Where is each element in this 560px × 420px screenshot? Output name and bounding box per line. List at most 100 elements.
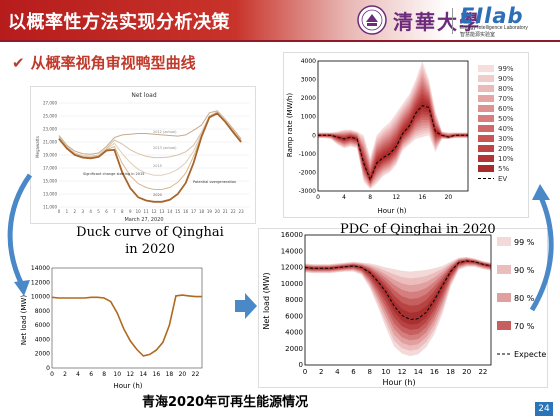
x-tick-label: 4 <box>342 194 346 201</box>
x-tick-label: 7 <box>113 209 116 214</box>
x-tick-label: 2 <box>63 371 67 378</box>
lab-logo-subtitle-cn: 智慧能源实验室 <box>460 32 496 38</box>
y-tick-label: 2000 <box>285 345 303 353</box>
legend-swatch <box>478 105 494 112</box>
x-tick-label: 18 <box>199 209 205 214</box>
x-tick-label: 6 <box>105 209 108 214</box>
x-tick-label: 10 <box>113 371 121 378</box>
legend-swatch <box>478 165 494 172</box>
annotation-label: 2013 (actual) <box>153 146 177 150</box>
x-tick-label: 23 <box>239 209 245 214</box>
y-tick-label: -1000 <box>299 151 317 158</box>
subtitle-text: 从概率视角审视鸭型曲线 <box>30 54 196 72</box>
x-tick-label: 2 <box>74 209 77 214</box>
y-tick-label: 12000 <box>281 264 303 272</box>
annotation-label: 2015 <box>153 164 162 168</box>
x-tick-label: 8 <box>367 368 371 376</box>
probability-band <box>318 97 468 182</box>
y-tick-label: 25,000 <box>43 114 57 119</box>
legend-swatch <box>478 85 494 92</box>
x-tick-label: 0 <box>50 371 54 378</box>
y-tick-label: 0 <box>312 132 316 139</box>
y-tick-label: 0 <box>299 361 303 369</box>
x-axis-label: March 27, 2020 <box>124 217 163 223</box>
y-tick-label: 21,000 <box>43 140 57 145</box>
y-tick-label: 1000 <box>301 114 316 121</box>
legend-swatch <box>478 145 494 152</box>
y-tick-label: 4000 <box>35 336 50 343</box>
legend-label: 70% <box>498 95 514 103</box>
lab-logo: EIlab Energy Intelligence Laboratory 智慧能… <box>460 4 528 38</box>
x-tick-label: 14 <box>167 209 173 214</box>
middle-arrow-icon <box>235 293 257 319</box>
x-tick-label: 15 <box>175 209 181 214</box>
y-tick-label: 4000 <box>285 329 303 337</box>
net-load-line <box>51 294 202 357</box>
x-tick-label: 0 <box>58 209 61 214</box>
x-tick-label: 11 <box>144 209 150 214</box>
qinghai-pdc-svg: 0 2000 4000 6000 8000 10000 12000 14000 16000 0 2 4… <box>262 231 546 387</box>
y-tick-label: 10000 <box>281 280 303 288</box>
legend-swatch <box>497 321 511 330</box>
x-tick-label: 0 <box>316 194 320 201</box>
qinghai-pdc-chart: 0 2000 4000 6000 8000 10000 12000 14000 16000 0 2 4… <box>258 228 548 388</box>
legend-label: 80 % <box>514 294 535 303</box>
x-tick-label: 12 <box>126 371 134 378</box>
legend-label: 80% <box>498 85 514 93</box>
university-logo: 清華大學 <box>393 10 481 34</box>
legend-label: 99 % <box>514 238 535 247</box>
y-tick-label: 27,000 <box>43 101 57 106</box>
legend-swatch <box>497 237 511 246</box>
x-axis-label: Hour (h) <box>114 382 143 390</box>
x-tick-label: 20 <box>179 371 187 378</box>
y-tick-label: 12000 <box>31 279 50 286</box>
x-tick-label: 12 <box>151 209 157 214</box>
y-tick-label: 16000 <box>281 231 303 239</box>
expected-line <box>304 260 492 321</box>
lab-logo-name: EIlab <box>460 4 524 28</box>
x-tick-label: 3 <box>81 209 84 214</box>
x-tick-label: 1 <box>66 209 69 214</box>
x-tick-label: 4 <box>76 371 80 378</box>
y-tick-label: 10000 <box>31 294 50 301</box>
x-tick-label: 13 <box>159 209 165 214</box>
legend-label: 5% <box>498 165 509 173</box>
legend-label: 10% <box>498 155 514 163</box>
y-tick-label: 11,000 <box>43 205 57 210</box>
legend-label: 30% <box>498 135 514 143</box>
header-bar <box>0 0 560 40</box>
x-tick-label: 21 <box>223 209 229 214</box>
x-tick-label: 18 <box>446 368 455 376</box>
legend-label: EV <box>498 175 507 183</box>
annotation-label: Potential overgeneration <box>193 180 236 184</box>
x-tick-label: 18 <box>166 371 174 378</box>
x-tick-label: 4 <box>335 368 340 376</box>
y-tick-label: 2000 <box>35 351 50 358</box>
probability-band <box>305 260 491 325</box>
qinghai-duck-curve-chart: 0 2000 4000 6000 8000 10000 12000 14000 0 2 4 6 8 10 1… <box>18 262 214 392</box>
y-tick-label: 6000 <box>35 322 50 329</box>
x-tick-label: 8 <box>368 194 372 201</box>
x-tick-label: 10 <box>381 368 390 376</box>
chart-title: Net load <box>131 92 156 99</box>
footer-caption: 青海2020年可再生能源情况 <box>142 395 309 410</box>
legend-swatch <box>478 115 494 122</box>
legend-label: 90 % <box>514 266 535 275</box>
x-tick-label: 22 <box>231 209 237 214</box>
y-axis-label: Net load (MW) <box>262 272 271 329</box>
y-tick-label: 3000 <box>301 77 316 84</box>
y-tick-label: 14000 <box>31 265 50 272</box>
left-curved-arrow-icon <box>7 173 33 287</box>
us-duck-curve-chart: Net load 11,000 13,000 15,000 17,000 19,000 21… <box>30 86 256 224</box>
y-tick-label: 2000 <box>301 95 316 102</box>
duck-caption: Duck curve of Qinghai in 2020 <box>76 225 224 257</box>
ramp-rate-svg: -3000 -2000 -1000 0 1000 2000 3000 4000 0 4 8 12 16 2… <box>286 58 514 215</box>
probability-band <box>305 259 491 330</box>
x-tick-label: 14 <box>414 368 423 376</box>
check-icon: ✔ <box>12 54 25 72</box>
legend-swatch <box>478 75 494 82</box>
legend-label: 40% <box>498 125 514 133</box>
legend-swatch <box>497 293 511 302</box>
x-tick-label: 12 <box>398 368 407 376</box>
